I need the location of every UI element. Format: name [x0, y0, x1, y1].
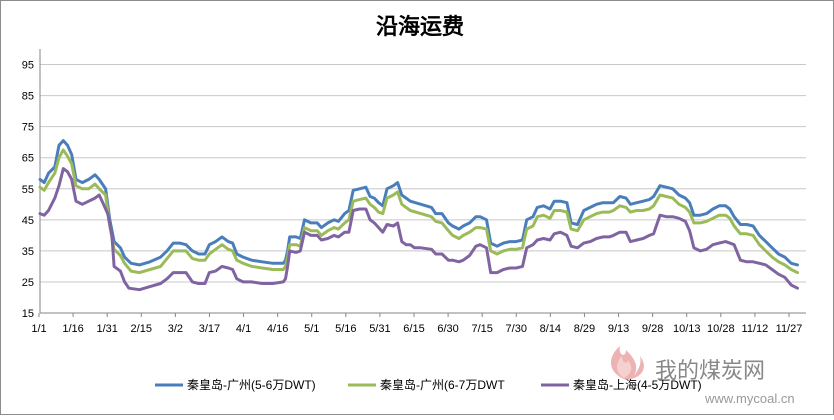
- x-tick-label: 7/15: [471, 323, 492, 335]
- x-tick-label: 8/14: [540, 323, 561, 335]
- y-tick-label: 45: [22, 215, 34, 227]
- y-tick-label: 75: [22, 122, 34, 134]
- flame-logo-icon: [610, 346, 644, 380]
- y-tick-label: 85: [22, 91, 34, 103]
- x-tick-label: 1/31: [96, 323, 117, 335]
- x-tick-label: 4/16: [267, 323, 288, 335]
- x-tick-label: 2/15: [131, 323, 152, 335]
- x-tick-label: 11/27: [776, 323, 803, 335]
- legend-label-2: 秦皇岛-广州(6-7万DWT: [380, 377, 505, 392]
- series-line-2: [38, 148, 799, 275]
- watermark-url: www.mycoal.cn: [704, 391, 795, 406]
- x-tick-label: 10/13: [673, 323, 701, 335]
- x-tick-label: 3/2: [168, 323, 183, 335]
- x-tick-label: 4/1: [236, 323, 251, 335]
- watermark: 我的煤炭网 www.mycoal.cn: [610, 346, 795, 406]
- legend: 秦皇岛-广州(5-6万DWT) 秦皇岛-广州(6-7万DWT 秦皇岛-上海(4-5万…: [155, 377, 702, 392]
- y-tick-label: 15: [22, 308, 34, 320]
- y-tick-label: 35: [22, 246, 34, 258]
- x-tick-label: 6/30: [437, 323, 458, 335]
- x-tick-label: 6/15: [403, 323, 424, 335]
- x-tick-label: 7/30: [506, 323, 527, 335]
- x-tick-label: 9/28: [642, 323, 663, 335]
- y-tick-labels: 15 25 35 45 55 65 75 85 95: [22, 60, 34, 320]
- legend-label-1: 秦皇岛-广州(5-6万DWT): [187, 377, 316, 392]
- y-tick-label: 25: [22, 277, 34, 289]
- x-tick-label: 1/16: [62, 323, 83, 335]
- y-tick-label: 65: [22, 153, 34, 165]
- series-line-1: [38, 139, 799, 267]
- legend-label-3: 秦皇岛-上海(4-5万DWT): [573, 377, 702, 392]
- x-tick-label: 5/16: [335, 323, 356, 335]
- series-lines: [38, 139, 799, 292]
- x-tick-labels: 1/1 1/16 1/31 2/15 3/2 3/17 4/1 4/16 5/1 5/16 5/31…: [31, 323, 802, 335]
- x-tick-label: 10/28: [707, 323, 735, 335]
- x-tick-label: 1/1: [31, 323, 46, 335]
- series-line-3: [38, 167, 799, 292]
- x-tick-label: 5/31: [369, 323, 390, 335]
- chart-title: 沿海运费: [376, 14, 464, 40]
- x-tick-label: 11/12: [742, 323, 769, 335]
- y-tick-label: 95: [22, 60, 34, 72]
- x-tick-label: 9/13: [608, 323, 629, 335]
- y-tick-label: 55: [22, 184, 34, 196]
- watermark-brand: 我的煤炭网: [655, 359, 765, 384]
- x-tick-label: 8/29: [574, 323, 595, 335]
- x-tick-label: 5/1: [304, 323, 319, 335]
- x-tick-label: 3/17: [199, 323, 220, 335]
